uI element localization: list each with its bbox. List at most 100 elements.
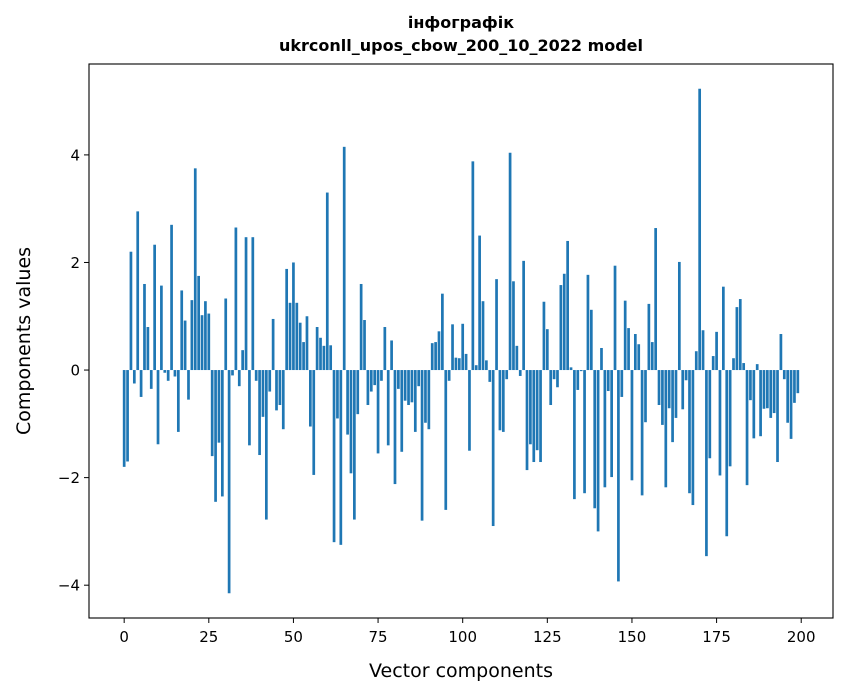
- y-axis-label: Components values: [13, 247, 35, 435]
- bar-53: [302, 342, 305, 371]
- bar-86: [413, 370, 417, 432]
- bar-1: [126, 370, 129, 462]
- bar-166: [684, 370, 688, 381]
- bar-175: [715, 331, 718, 371]
- bar-124: [542, 301, 546, 371]
- bar-123: [539, 370, 542, 463]
- y-tick-label: −2: [58, 469, 80, 487]
- y-tick-label: −4: [58, 577, 80, 595]
- bar-146: [617, 370, 620, 582]
- bar-182: [738, 299, 742, 371]
- bar-55: [309, 370, 312, 427]
- bar-118: [522, 260, 525, 371]
- bar-90: [427, 370, 431, 430]
- bar-22: [197, 275, 201, 371]
- bar-154: [644, 370, 647, 423]
- bar-145: [613, 265, 617, 371]
- bar-43: [268, 370, 272, 392]
- bar-23: [200, 315, 204, 371]
- bar-128: [556, 370, 559, 388]
- bar-132: [569, 367, 573, 371]
- bar-14: [170, 224, 173, 371]
- x-tick-label: 200: [787, 628, 816, 646]
- bar-172: [705, 370, 708, 557]
- bar-143: [606, 370, 610, 392]
- bar-77: [383, 327, 387, 371]
- bar-49: [288, 302, 292, 371]
- bar-29: [220, 370, 224, 497]
- bar-115: [512, 281, 515, 371]
- bar-68: [353, 370, 356, 520]
- bar-32: [231, 370, 234, 376]
- bar-137: [586, 274, 590, 371]
- bar-167: [688, 370, 691, 494]
- bar-10: [156, 370, 160, 445]
- bar-47: [281, 370, 285, 430]
- x-tick-label: 0: [119, 628, 129, 646]
- bar-102: [468, 370, 471, 451]
- bar-31: [227, 370, 231, 594]
- bar-80: [393, 370, 397, 485]
- bar-61: [329, 345, 333, 371]
- bar-126: [549, 370, 553, 406]
- bar-16: [176, 370, 180, 432]
- bar-134: [576, 370, 580, 390]
- bar-174: [711, 356, 715, 371]
- bar-17: [180, 290, 184, 371]
- bar-97: [451, 324, 454, 371]
- bar-158: [657, 370, 661, 406]
- bar-100: [461, 323, 465, 371]
- bar-186: [752, 370, 756, 439]
- bar-51: [295, 302, 299, 371]
- bar-155: [647, 303, 651, 371]
- bar-12: [163, 370, 167, 373]
- plot-frame: [88, 63, 834, 619]
- bar-153: [640, 370, 644, 496]
- bar-91: [430, 343, 434, 371]
- y-axis-ticks: −4 −2 0 2 4: [58, 146, 89, 595]
- bar-84: [407, 370, 410, 406]
- bar-69: [356, 370, 360, 415]
- bar-151: [633, 334, 637, 371]
- bar-57: [315, 327, 319, 371]
- bar-20: [190, 300, 194, 371]
- bar-173: [708, 370, 712, 459]
- bar-27: [214, 370, 217, 502]
- bar-19: [187, 370, 190, 400]
- bar-171: [701, 330, 705, 371]
- bar-168: [691, 370, 695, 506]
- x-axis-label: Vector components: [369, 660, 553, 682]
- bar-72: [366, 370, 370, 406]
- bar-70: [359, 283, 363, 371]
- bar-161: [667, 370, 671, 409]
- bar-71: [363, 320, 366, 371]
- bar-74: [373, 370, 377, 386]
- bar-107: [485, 360, 488, 371]
- bar-179: [728, 370, 732, 467]
- chart-title-line-1: інфографік: [408, 13, 514, 32]
- bar-5: [139, 370, 143, 397]
- bar-190: [766, 370, 769, 409]
- bar-26: [210, 370, 214, 457]
- bar-170: [698, 88, 702, 371]
- bar-152: [637, 344, 641, 371]
- bar-7: [146, 327, 150, 371]
- bar-181: [735, 307, 739, 371]
- bar-197: [789, 370, 793, 439]
- bar-46: [278, 370, 282, 406]
- bar-45: [275, 370, 278, 411]
- bar-199: [796, 370, 800, 394]
- bar-87: [417, 370, 421, 387]
- y-tick-label: 4: [70, 146, 80, 164]
- bar-99: [457, 358, 461, 371]
- bar-165: [681, 370, 685, 410]
- x-tick-label: 100: [448, 628, 477, 646]
- bar-196: [786, 370, 790, 423]
- bar-85: [410, 370, 414, 403]
- x-tick-label: 75: [369, 628, 388, 646]
- bar-109: [491, 370, 495, 527]
- bar-4: [136, 211, 140, 371]
- bar-65: [342, 146, 346, 371]
- bar-58: [319, 337, 322, 371]
